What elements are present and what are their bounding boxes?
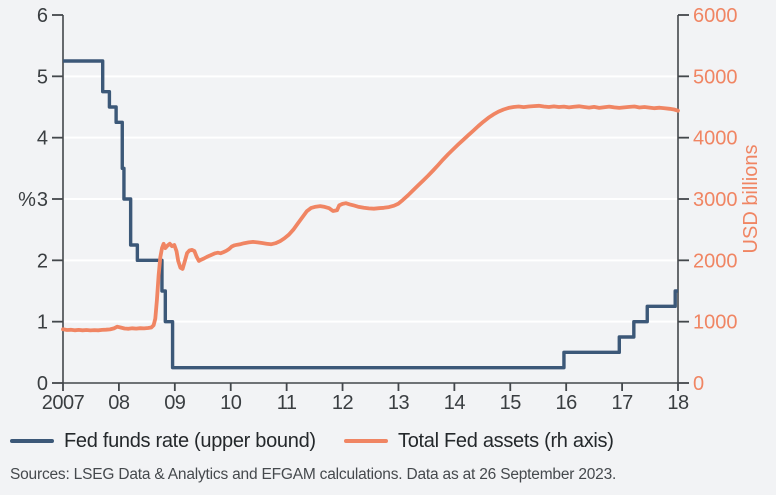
right-tick-label: 1000 <box>693 312 738 334</box>
fed-funds-assets-chart: 0 1 2 3 4 5 6 0 1000 2000 3000 4000 5000 6000 2007 08 09… <box>18 5 762 414</box>
x-tick-label: 13 <box>388 392 410 414</box>
x-tick-label: 16 <box>556 392 578 414</box>
x-tick-label: 18 <box>667 392 689 414</box>
x-tick-label: 14 <box>444 392 466 414</box>
left-tick-label: 1 <box>37 312 48 334</box>
right-tick-label: 5000 <box>693 66 738 88</box>
x-tick-label: 11 <box>277 392 297 414</box>
x-tick-label: 09 <box>164 392 186 414</box>
sources-note: Sources: LSEG Data & Analytics and EFGAM… <box>10 466 617 483</box>
chart-legend: Fed funds rate (upper bound) Total Fed a… <box>0 427 776 455</box>
right-tick-label: 6000 <box>693 5 738 27</box>
gridlines <box>63 75 678 323</box>
left-tick-label: 3 <box>37 189 48 211</box>
axes <box>52 14 689 391</box>
left-tick-label: 0 <box>37 373 48 395</box>
x-tick-label: 17 <box>611 392 633 414</box>
left-tick-label: 4 <box>37 128 48 150</box>
fed-funds-line-swatch <box>10 439 54 443</box>
x-tick-label: 08 <box>108 392 130 414</box>
data-series <box>61 59 680 370</box>
left-tick-label: 5 <box>37 66 48 88</box>
x-tick-label: 15 <box>500 392 522 414</box>
left-tick-label: 2 <box>37 250 48 272</box>
right-tick-label: 0 <box>693 373 704 395</box>
left-tick-label: 6 <box>37 5 48 27</box>
fed-funds-rate-line <box>63 59 678 370</box>
legend-label-total-fed-assets: Total Fed assets (rh axis) <box>398 429 614 452</box>
left-axis-title: % <box>18 189 36 211</box>
legend-label-fed-funds-rate: Fed funds rate (upper bound) <box>64 429 316 452</box>
right-tick-label: 3000 <box>693 189 738 211</box>
x-tick-label: 2007 <box>42 392 85 414</box>
fed-assets-line-swatch <box>344 439 388 443</box>
x-tick-label: 12 <box>332 392 354 414</box>
right-tick-label: 4000 <box>693 128 738 150</box>
right-axis-title: USD billions <box>740 145 762 254</box>
right-tick-label: 2000 <box>693 250 738 272</box>
total-fed-assets-line <box>61 103 680 333</box>
x-tick-label: 10 <box>220 392 242 414</box>
legend-item-fed-funds-rate: Fed funds rate (upper bound) <box>10 427 316 455</box>
legend-item-total-fed-assets: Total Fed assets (rh axis) <box>344 427 614 455</box>
